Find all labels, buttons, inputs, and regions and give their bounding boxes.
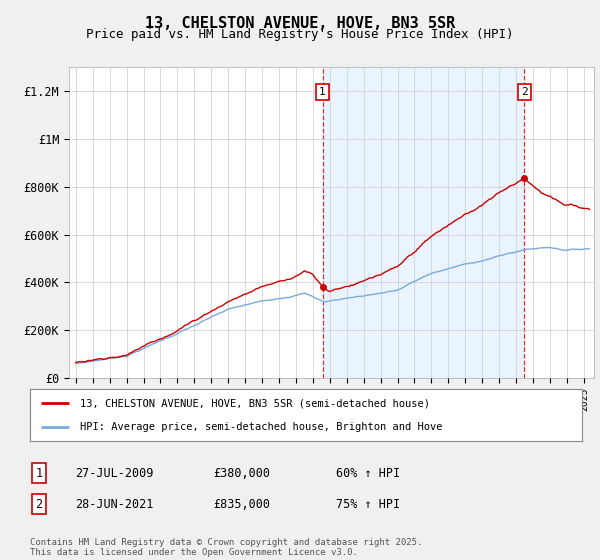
- Text: 13, CHELSTON AVENUE, HOVE, BN3 5SR (semi-detached house): 13, CHELSTON AVENUE, HOVE, BN3 5SR (semi…: [80, 398, 430, 408]
- Text: 2: 2: [521, 87, 528, 97]
- Text: £380,000: £380,000: [213, 466, 270, 480]
- Text: Price paid vs. HM Land Registry's House Price Index (HPI): Price paid vs. HM Land Registry's House …: [86, 28, 514, 41]
- Text: 1: 1: [35, 466, 43, 480]
- Text: HPI: Average price, semi-detached house, Brighton and Hove: HPI: Average price, semi-detached house,…: [80, 422, 442, 432]
- Text: 27-JUL-2009: 27-JUL-2009: [75, 466, 154, 480]
- Text: 13, CHELSTON AVENUE, HOVE, BN3 5SR: 13, CHELSTON AVENUE, HOVE, BN3 5SR: [145, 16, 455, 31]
- Text: 60% ↑ HPI: 60% ↑ HPI: [336, 466, 400, 480]
- Bar: [323, 67, 524, 378]
- Text: 2: 2: [35, 497, 43, 511]
- Text: 75% ↑ HPI: 75% ↑ HPI: [336, 497, 400, 511]
- Text: 1: 1: [319, 87, 326, 97]
- Text: Contains HM Land Registry data © Crown copyright and database right 2025.
This d: Contains HM Land Registry data © Crown c…: [30, 538, 422, 557]
- Text: 28-JUN-2021: 28-JUN-2021: [75, 497, 154, 511]
- Text: £835,000: £835,000: [213, 497, 270, 511]
